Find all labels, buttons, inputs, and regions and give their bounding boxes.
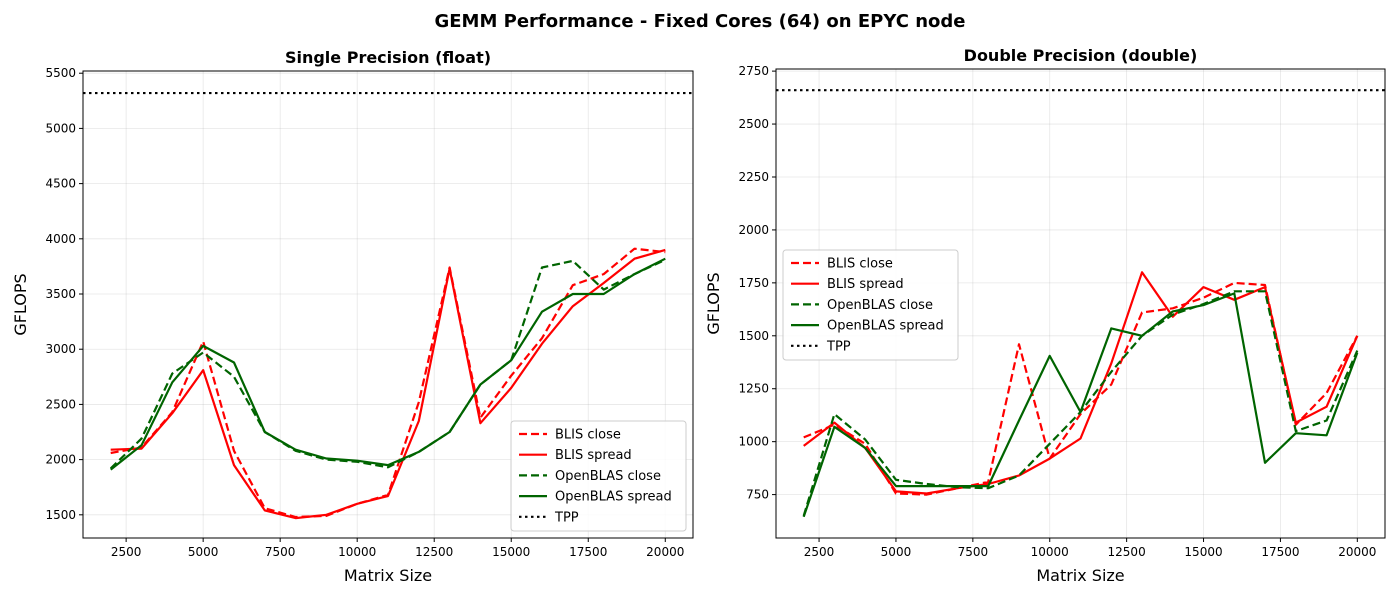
y-tick-label: 750 — [746, 488, 769, 502]
x-tick-label: 20000 — [646, 545, 684, 559]
legend-label-blis-close: BLIS close — [555, 428, 621, 443]
x-tick-label: 7500 — [265, 545, 296, 559]
x-tick-label: 10000 — [1031, 545, 1069, 559]
legend: BLIS close BLIS spread OpenBLAS close OpenB… — [782, 249, 959, 361]
x-tick-label: 12500 — [415, 545, 453, 559]
legend-label-openblas-close: OpenBLAS close — [827, 298, 933, 313]
legend-label-openblas-close: OpenBLAS close — [555, 469, 661, 484]
y-tick-label: 2500 — [45, 397, 76, 411]
y-tick-label: 1500 — [45, 508, 76, 522]
x-tick-label: 5000 — [881, 545, 912, 559]
legend-label-blis-spread: BLIS spread — [555, 448, 632, 463]
y-tick-label: 3500 — [45, 287, 76, 301]
y-tick-label: 2000 — [45, 453, 76, 467]
y-tick-label: 2250 — [738, 170, 769, 184]
series-line-openblas-spread — [110, 257, 666, 471]
y-axis-label: GFLOPS — [704, 272, 723, 334]
figure-title: GEMM Performance - Fixed Cores (64) on E… — [434, 11, 965, 32]
y-tick-label: 1750 — [738, 276, 769, 290]
y-tick-label: 1000 — [738, 435, 769, 449]
x-tick-label: 20000 — [1338, 545, 1376, 559]
y-tick-label: 2500 — [738, 117, 769, 131]
legend-label-openblas-spread: OpenBLAS spread — [827, 319, 944, 334]
axes-frame — [82, 70, 694, 539]
x-tick-label: 2500 — [111, 545, 142, 559]
series-line-openblas-close — [109, 258, 666, 470]
y-tick-label: 4000 — [45, 232, 76, 246]
axes-frame — [775, 68, 1386, 539]
y-tick-label: 3000 — [45, 342, 76, 356]
x-tick-label: 5000 — [188, 545, 219, 559]
legend-label-tpp: TPP — [554, 510, 579, 525]
legend: BLIS close BLIS spread OpenBLAS close OpenB… — [510, 420, 687, 532]
y-tick-label: 1500 — [738, 329, 769, 343]
panel-title: Double Precision (double) — [964, 46, 1198, 65]
y-axis-label: GFLOPS — [11, 273, 30, 335]
legend-box — [782, 249, 959, 361]
y-tick-label: 5000 — [45, 121, 76, 135]
x-axis-label: Matrix Size — [1036, 566, 1124, 585]
series-line-openblas-spread — [802, 292, 1359, 518]
legend-label-openblas-spread: OpenBLAS spread — [555, 490, 672, 505]
x-tick-label: 17500 — [1261, 545, 1299, 559]
legend-label-blis-spread: BLIS spread — [827, 277, 904, 292]
panel-double-precision: 2500 5000 7500 10000 12500 15000 17500 20000 750… — [704, 46, 1386, 585]
x-axis-label: Matrix Size — [344, 566, 432, 585]
x-tick-label: 12500 — [1108, 545, 1146, 559]
x-tick-label: 10000 — [338, 545, 376, 559]
series-line-blis-close — [803, 281, 1359, 496]
y-tick-label: 1250 — [738, 382, 769, 396]
x-tick-label: 15000 — [1184, 545, 1222, 559]
y-tick-label: 2750 — [738, 64, 769, 78]
x-tick-label: 2500 — [804, 545, 835, 559]
legend-label-blis-close: BLIS close — [827, 257, 893, 272]
series-line-blis-spread — [803, 271, 1359, 495]
y-tick-label: 5500 — [45, 66, 76, 80]
series-line-blis-spread — [110, 248, 666, 520]
x-tick-label: 17500 — [569, 545, 607, 559]
panel-title: Single Precision (float) — [285, 48, 491, 67]
legend-label-tpp: TPP — [826, 339, 851, 354]
y-tick-label: 4500 — [45, 177, 76, 191]
legend-box — [510, 420, 687, 532]
y-tick-label: 2000 — [738, 223, 769, 237]
x-tick-label: 7500 — [958, 545, 989, 559]
panel-single-precision: 2500 5000 7500 10000 12500 15000 17500 20000 150… — [11, 48, 694, 585]
x-tick-label: 15000 — [492, 545, 530, 559]
